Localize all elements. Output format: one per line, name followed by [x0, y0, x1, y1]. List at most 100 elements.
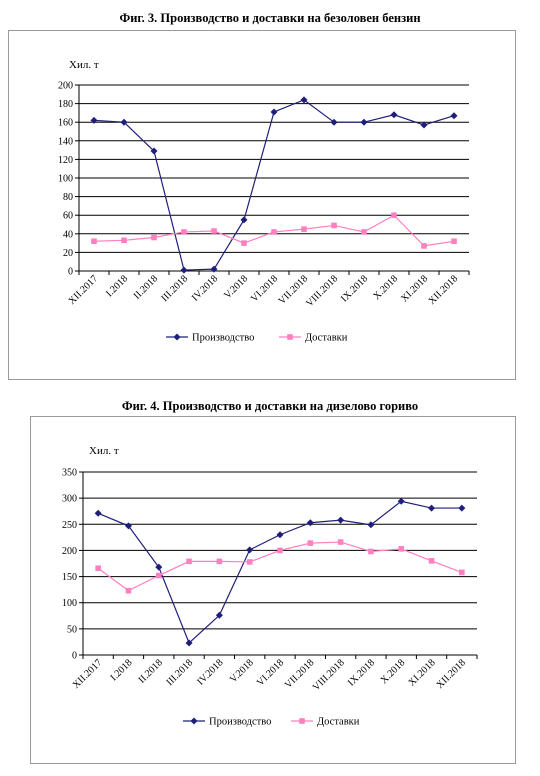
legend-marker [190, 717, 198, 725]
x-tick-label: I.2018 [109, 657, 135, 683]
figure-3-frame: Хил. т 0 20 40 60 80 100 120 140 160 180 200 XII.201… [8, 30, 516, 380]
x-tick-label: VI.2018 [255, 657, 286, 688]
figure-3-chart: Хил. т 0 20 40 60 80 100 120 140 160 180 200 XII.201… [58, 59, 470, 344]
y-tick-label: 100 [58, 174, 73, 185]
y-tick-label: 150 [62, 572, 77, 583]
data-point-production [306, 519, 314, 527]
x-tick-label: XII.2017 [67, 273, 101, 307]
figure-4-frame: Хил. т 0 50 100 150 200 250 300 350 XII.2017 I.201… [30, 416, 516, 764]
figure-4-title: Фиг. 4. Производство и доставки на дизел… [121, 399, 419, 413]
x-tick-label: IX.2018 [346, 657, 377, 688]
data-point-deliveries [125, 587, 132, 594]
y-tick-label: 120 [58, 155, 73, 166]
data-point-production [450, 112, 458, 120]
y-tick-label: 140 [58, 136, 73, 147]
x-tick-label: XI.2018 [399, 273, 430, 304]
legend-label: Доставки [317, 717, 360, 728]
x-tick-label: X.2018 [379, 657, 408, 686]
data-point-deliveries [241, 240, 247, 246]
data-point-production [428, 504, 436, 512]
x-tick-label: V.2018 [228, 657, 256, 685]
x-tick-label: III.2018 [159, 273, 190, 304]
x-tick-label: IV.2018 [195, 657, 225, 687]
data-point-deliveries [391, 212, 397, 218]
data-point-production [458, 504, 466, 512]
legend-label: Производство [192, 333, 254, 344]
legend-marker [299, 718, 305, 724]
x-tick-label: II.2018 [132, 273, 160, 301]
data-point-deliveries [271, 229, 277, 235]
data-point-deliveries [331, 222, 337, 229]
data-point-production [150, 147, 158, 155]
x-tick-label: V.2018 [222, 273, 250, 301]
data-point-production [180, 266, 188, 274]
y-axis-label: Хил. т [69, 59, 99, 71]
legend-marker [287, 334, 293, 340]
y-tick-label: 180 [58, 99, 73, 110]
y-tick-label: 0 [68, 267, 73, 278]
y-tick-label: 200 [62, 546, 77, 557]
x-tick-label: I.2018 [104, 273, 130, 299]
y-tick-label: 0 [72, 651, 77, 662]
y-tick-label: 60 [63, 211, 73, 222]
data-point-production [300, 96, 308, 104]
x-tick-label: X.2018 [371, 273, 400, 302]
y-tick-label: 300 [62, 494, 77, 505]
data-point-deliveries [216, 558, 223, 565]
data-point-deliveries [307, 540, 314, 546]
data-point-deliveries [186, 558, 192, 565]
series-line-production [93, 99, 455, 271]
data-point-deliveries [95, 565, 101, 572]
data-point-production [215, 611, 223, 619]
x-tick-label: III.2018 [164, 657, 195, 688]
data-point-production [360, 118, 368, 126]
data-point-production [246, 546, 254, 554]
legend-label: Доставки [305, 333, 348, 344]
data-point-deliveries [459, 569, 465, 576]
data-point-deliveries [246, 559, 253, 565]
data-point-production [240, 216, 248, 224]
x-tick-label: XII.2017 [71, 657, 105, 691]
y-tick-label: 350 [62, 468, 77, 479]
data-point-production [120, 118, 128, 126]
y-tick-label: 160 [58, 118, 73, 129]
data-point-production [420, 121, 428, 129]
x-tick-label: VI.2018 [249, 273, 280, 304]
data-point-deliveries [181, 229, 187, 235]
x-tick-label: IX.2018 [339, 273, 370, 304]
data-point-production [210, 265, 218, 273]
x-tick-label: VIII.2018 [304, 273, 340, 309]
data-point-deliveries [398, 546, 405, 552]
x-tick-label: II.2018 [136, 657, 164, 685]
data-point-deliveries [301, 226, 307, 232]
data-point-deliveries [211, 228, 217, 234]
x-tick-label: VIII.2018 [311, 657, 347, 693]
data-point-deliveries [428, 558, 435, 564]
data-point-production [124, 522, 132, 530]
legend-marker [173, 333, 181, 341]
x-tick-label: XI.2018 [407, 657, 438, 688]
y-axis-label: Хил. т [89, 445, 119, 457]
data-point-deliveries [151, 234, 157, 241]
data-point-deliveries [337, 539, 344, 545]
data-point-production [155, 563, 163, 571]
series-line-production [97, 500, 462, 645]
data-point-deliveries [121, 237, 127, 244]
y-tick-label: 50 [67, 624, 77, 635]
data-point-deliveries [421, 243, 427, 249]
legend-label: Производство [209, 717, 271, 728]
data-point-production [330, 118, 338, 126]
y-tick-label: 40 [63, 229, 73, 240]
data-point-production [390, 111, 398, 119]
data-point-production [94, 509, 102, 517]
y-tick-label: 200 [58, 81, 73, 92]
data-point-deliveries [368, 548, 374, 555]
y-tick-label: 100 [62, 598, 77, 609]
data-point-deliveries [155, 572, 162, 579]
data-point-deliveries [91, 238, 97, 245]
figure-4-chart: Хил. т 0 50 100 150 200 250 300 350 XII.2017 I.201… [62, 445, 478, 728]
data-point-deliveries [451, 238, 457, 245]
data-point-production [337, 516, 345, 524]
data-point-production [367, 521, 375, 529]
data-point-production [276, 531, 284, 539]
